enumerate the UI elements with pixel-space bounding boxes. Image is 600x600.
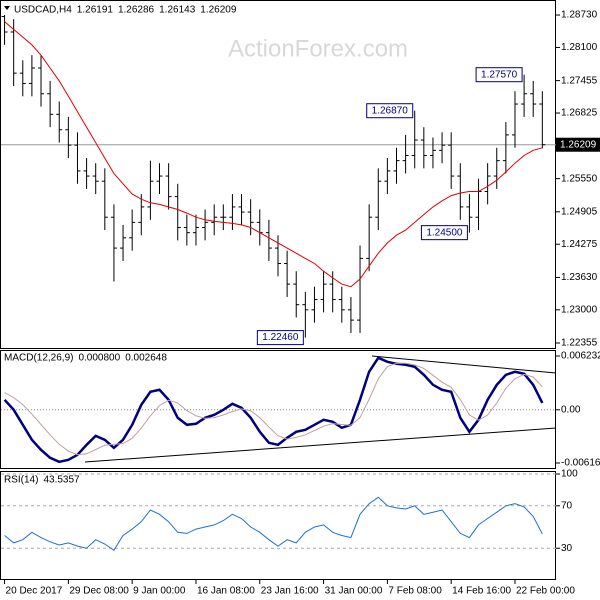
series-line (3, 356, 544, 464)
y-tick-label: 100 (561, 469, 578, 480)
trend-line (371, 355, 557, 374)
rsi-panel (0, 471, 556, 580)
x-tick-label: 23 Jan 16:00 (261, 586, 319, 597)
header-value: 1.26143 (159, 5, 196, 16)
header-value: 0.000800 (78, 353, 120, 364)
annotation-box (475, 67, 523, 83)
y-tick-label: 1.23000 (561, 304, 598, 315)
y-tick-label: 1.24905 (561, 206, 598, 217)
y-tick-label: 1.23630 (561, 272, 598, 283)
y-tick-label: 1.22355 (561, 338, 598, 349)
panel-title: MACD(12,26,9) (4, 353, 73, 364)
series-line (4, 362, 543, 456)
header-value: 0.002648 (125, 353, 167, 364)
menu-arrow (4, 6, 10, 10)
series-line (4, 21, 543, 288)
y-tick-label: 1.25550 (561, 173, 598, 184)
y-tick-label: 1.28100 (561, 42, 598, 53)
x-tick-label: 16 Jan 08:00 (197, 586, 255, 597)
y-tick-label: -0.006163 (561, 458, 600, 469)
x-tick-label: 7 Feb 08:00 (388, 586, 442, 597)
trend-line (84, 427, 557, 463)
macd-panel (0, 350, 556, 469)
annotation-label: 1.26870 (372, 105, 409, 116)
header-value: 1.26209 (200, 5, 237, 16)
annotation-label: 1.27570 (481, 69, 518, 80)
y-tick-label: 0.00 (561, 404, 581, 415)
last-price-box (556, 137, 600, 152)
x-tick-label: 14 Feb 16:00 (452, 586, 511, 597)
annotation-box (256, 330, 304, 346)
annotation-label: 1.24500 (426, 227, 463, 238)
x-tick-label: 20 Dec 2017 (6, 586, 63, 597)
price-panel (0, 0, 556, 349)
y-tick-label: 1.27455 (561, 75, 598, 86)
y-tick-label: 0.006232 (561, 351, 600, 362)
x-tick-label: 9 Jan 00:00 (133, 586, 186, 597)
y-tick-label: 30 (561, 543, 573, 554)
series-line (4, 496, 543, 552)
y-tick-label: 1.28730 (561, 10, 598, 21)
header-value: 1.26191 (77, 5, 114, 16)
annotation-box (420, 225, 468, 241)
header-value: 1.26286 (118, 5, 155, 16)
x-tick-label: 31 Jan 00:00 (325, 586, 383, 597)
header-value: 43.5357 (43, 475, 80, 486)
y-tick-label: 1.26825 (561, 108, 598, 119)
x-tick-label: 29 Dec 08:00 (69, 586, 129, 597)
x-tick-label: 22 Feb 00:00 (516, 586, 575, 597)
panel-title: RSI(14) (4, 475, 38, 486)
panel-title: USDCAD,H4 (14, 5, 72, 16)
y-tick-label: 1.24275 (561, 239, 598, 250)
y-tick-label: 70 (561, 500, 573, 511)
annotation-label: 1.22460 (262, 332, 299, 343)
last-price-label: 1.26209 (560, 139, 597, 150)
watermark: ActionForex.com (228, 35, 408, 62)
annotation-box (366, 103, 414, 119)
